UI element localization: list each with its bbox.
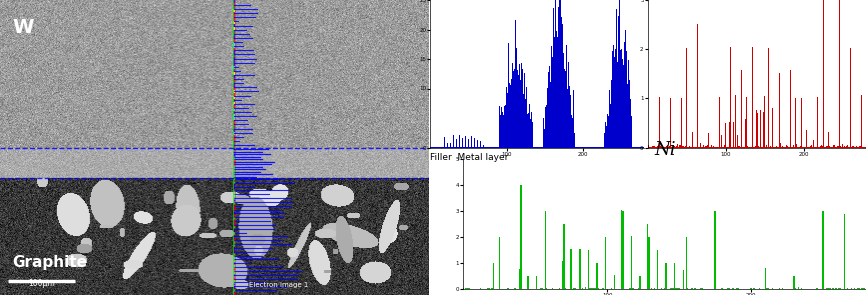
Bar: [700, 288, 701, 289]
Bar: [540, 288, 542, 289]
Bar: [674, 263, 675, 289]
Bar: [822, 211, 824, 289]
Bar: [546, 288, 547, 289]
Bar: [588, 250, 589, 289]
Bar: [611, 288, 612, 289]
Bar: [664, 288, 665, 289]
Bar: [733, 288, 734, 289]
Bar: [499, 237, 500, 289]
Bar: [462, 288, 464, 289]
Bar: [519, 269, 520, 289]
Bar: [585, 287, 586, 289]
Bar: [772, 288, 773, 289]
Text: Titanium Ka1: Titanium Ka1: [521, 165, 553, 170]
Bar: [701, 288, 703, 289]
Bar: [602, 288, 604, 289]
Bar: [795, 288, 796, 289]
Bar: [573, 288, 575, 289]
Bar: [765, 268, 766, 289]
Bar: [545, 211, 546, 289]
Bar: [839, 288, 841, 289]
Bar: [536, 276, 538, 289]
Bar: [632, 288, 634, 289]
Bar: [828, 288, 830, 289]
Bar: [737, 288, 739, 289]
Bar: [623, 211, 624, 289]
Bar: [665, 263, 667, 289]
Bar: [798, 287, 799, 289]
Bar: [843, 214, 845, 289]
Bar: [759, 288, 760, 289]
Bar: [605, 237, 606, 289]
Bar: [714, 211, 715, 289]
Bar: [864, 288, 865, 289]
Text: W: W: [12, 18, 34, 37]
Bar: [559, 288, 560, 289]
Bar: [598, 288, 599, 289]
Bar: [793, 276, 795, 289]
Bar: [648, 237, 650, 289]
Bar: [630, 236, 632, 289]
Bar: [571, 249, 572, 289]
Bar: [480, 288, 481, 289]
Bar: [579, 249, 580, 289]
Bar: [671, 288, 673, 289]
Bar: [563, 224, 565, 289]
Bar: [520, 185, 521, 289]
Bar: [552, 288, 553, 289]
Bar: [575, 288, 576, 289]
Title: Ni: Ni: [654, 141, 675, 159]
Bar: [527, 276, 529, 289]
Bar: [861, 288, 863, 289]
Bar: [614, 275, 615, 289]
Bar: [488, 288, 490, 289]
Bar: [593, 288, 595, 289]
Text: Graphite: Graphite: [12, 255, 87, 270]
Bar: [647, 224, 648, 289]
Bar: [582, 288, 584, 289]
Bar: [493, 263, 494, 289]
Text: Copper Ka1: Copper Ka1: [743, 165, 771, 170]
Bar: [728, 288, 730, 289]
Bar: [721, 288, 723, 289]
Bar: [682, 270, 684, 289]
Text: Electron Image 1: Electron Image 1: [249, 282, 308, 288]
Bar: [753, 288, 754, 289]
Bar: [832, 288, 834, 289]
Bar: [565, 288, 566, 289]
Bar: [656, 250, 658, 289]
Bar: [727, 288, 728, 289]
Bar: [800, 288, 802, 289]
Bar: [863, 288, 864, 289]
Bar: [691, 288, 693, 289]
Bar: [835, 288, 837, 289]
Text: μm: μm: [858, 159, 866, 164]
Bar: [686, 237, 687, 289]
Bar: [856, 288, 858, 289]
Bar: [736, 288, 737, 289]
Text: 100μm: 100μm: [29, 279, 55, 288]
Bar: [669, 288, 671, 289]
Bar: [750, 288, 752, 289]
Bar: [562, 261, 563, 289]
Bar: [779, 288, 780, 289]
Bar: [621, 210, 623, 289]
Text: Filler  Metal layer: Filler Metal layer: [430, 153, 509, 163]
Bar: [687, 288, 688, 289]
Bar: [491, 288, 493, 289]
Bar: [851, 288, 852, 289]
Bar: [597, 263, 598, 289]
Bar: [639, 276, 641, 289]
Bar: [654, 288, 656, 289]
Text: μm: μm: [637, 159, 644, 164]
